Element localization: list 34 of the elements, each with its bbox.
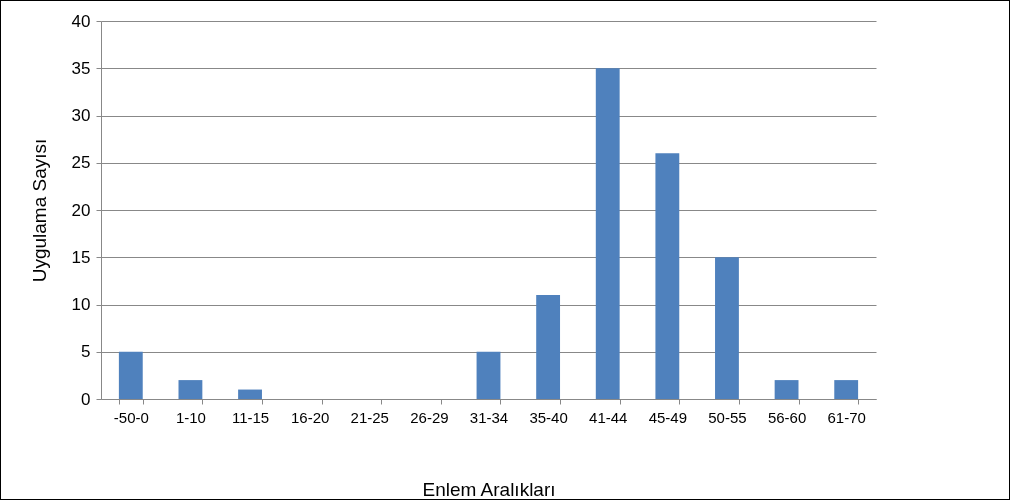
y-tick-label: 35 bbox=[71, 58, 91, 78]
x-tick-label: 50-55 bbox=[708, 408, 747, 426]
y-tick-label: 25 bbox=[71, 153, 91, 173]
bar bbox=[715, 257, 739, 399]
bar bbox=[834, 380, 859, 399]
y-tick-label: 10 bbox=[71, 295, 91, 314]
x-tick-label: 41-44 bbox=[589, 408, 628, 426]
y-tick-label: 30 bbox=[71, 106, 91, 125]
bar bbox=[178, 380, 203, 399]
x-tick-label: 56-60 bbox=[767, 408, 807, 426]
bar bbox=[536, 295, 561, 399]
x-tick-label: 1-10 bbox=[175, 408, 206, 426]
bar bbox=[655, 153, 680, 399]
x-tick-label: 21-25 bbox=[350, 408, 389, 426]
bar bbox=[774, 380, 799, 399]
y-tick-label: 20 bbox=[71, 200, 91, 220]
bar bbox=[238, 389, 262, 399]
y-tick-label: 15 bbox=[71, 247, 91, 267]
bar bbox=[476, 351, 501, 399]
y-tick-label: 40 bbox=[71, 11, 91, 31]
x-tick-label: 16-20 bbox=[290, 408, 330, 426]
y-axis-title: Uygulama Sayısı bbox=[28, 138, 50, 283]
x-axis-title: Enlem Aralıkları bbox=[422, 478, 556, 500]
y-tick-label: 5 bbox=[81, 342, 91, 362]
x-tick-label: 26-29 bbox=[410, 408, 449, 426]
x-tick-label: -50-0 bbox=[113, 408, 149, 426]
y-tick-label: 0 bbox=[81, 389, 91, 409]
x-tick-label: 35-40 bbox=[529, 408, 568, 426]
x-tick-label: 11-15 bbox=[231, 408, 270, 426]
x-tick-label: 45-49 bbox=[648, 408, 688, 426]
bar bbox=[118, 351, 143, 399]
x-tick-label: 31-34 bbox=[469, 408, 509, 426]
bar bbox=[595, 68, 620, 399]
x-tick-label: 61-70 bbox=[827, 408, 866, 426]
